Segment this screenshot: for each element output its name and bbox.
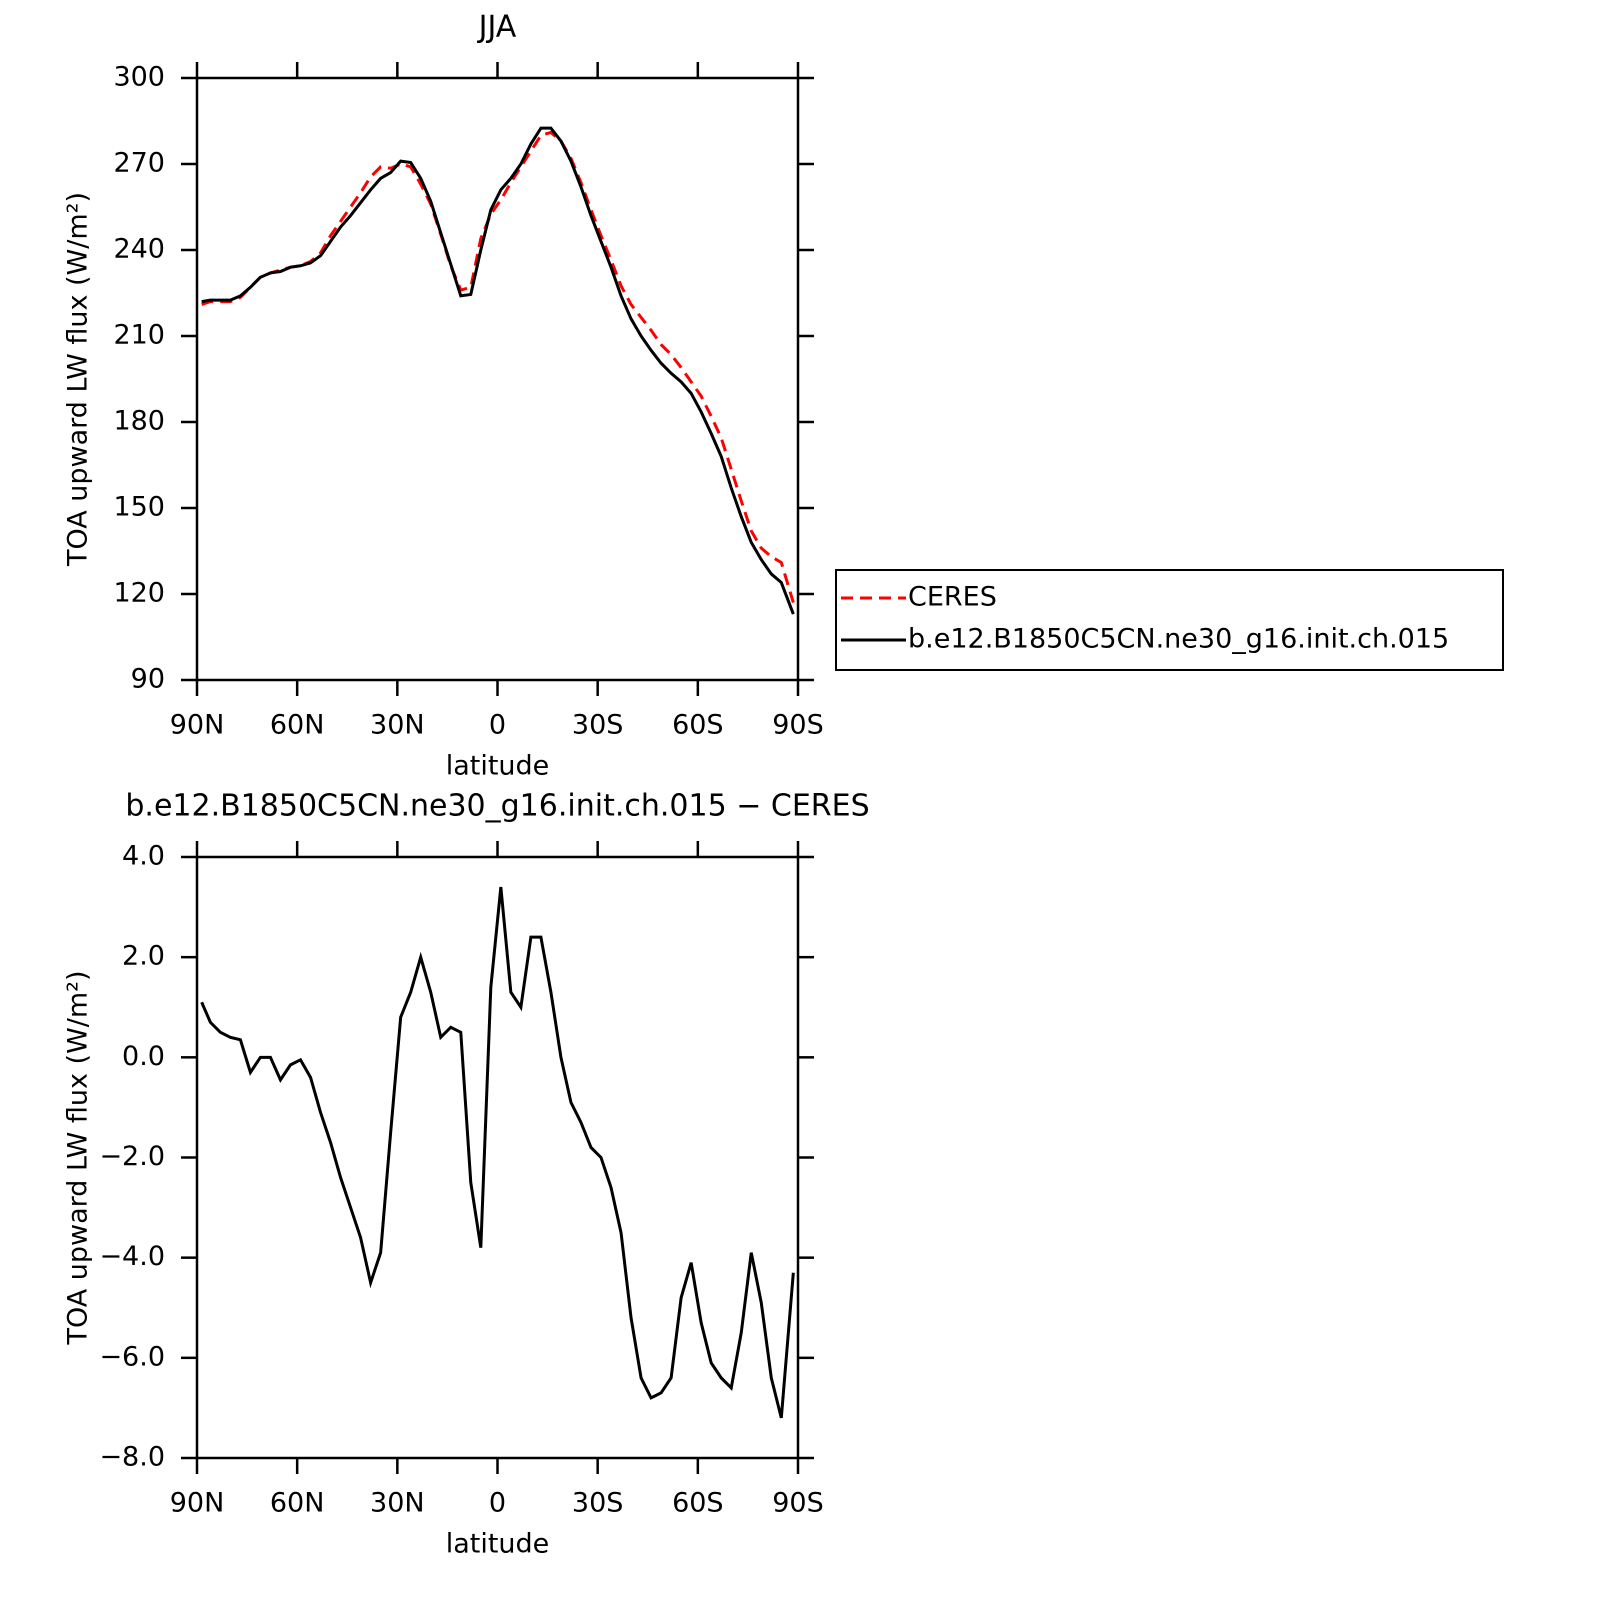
x-tick-label: 90S [772,710,824,741]
y-tick-label: 210 [113,320,165,351]
y-tick-label: 120 [113,578,165,609]
plot-frame [195,76,800,682]
y-tick-label: 300 [113,62,165,93]
x-tick-label: 60N [270,1488,325,1519]
x-axis-label: latitude [446,751,550,782]
y-tick-label: −4.0 [99,1241,165,1272]
x-tick-label: 60N [270,710,325,741]
x-tick-label: 60S [672,710,724,741]
legend-label: CERES [908,582,997,613]
legend-label: b.e12.B1850C5CN.ne30_g16.init.ch.015 [908,624,1449,655]
y-axis-label: TOA upward LW flux (W/m²) [63,192,94,567]
y-tick-label: 180 [113,406,165,437]
y-tick-label: −6.0 [99,1341,165,1372]
x-tick-label: 30N [370,710,425,741]
y-tick-label: 2.0 [122,941,165,972]
x-tick-label: 60S [672,1488,724,1519]
data-line [200,886,795,1419]
y-axis-label: TOA upward LW flux (W/m²) [63,970,94,1345]
legend-box [835,569,1504,671]
x-axis-label: latitude [446,1529,550,1560]
x-tick-label: 90N [170,710,225,741]
y-tick-label: 90 [131,664,165,695]
data-line [201,130,795,604]
x-tick-label: 0 [489,710,506,741]
y-tick-label: −8.0 [99,1442,165,1473]
chart-title: JJA [477,10,517,45]
x-tick-label: 30S [572,1488,624,1519]
y-tick-label: 240 [113,234,165,265]
x-tick-label: 30S [572,710,624,741]
plot-frame [195,855,800,1460]
y-tick-label: 270 [113,148,165,179]
data-line [201,126,795,615]
chart-title: b.e12.B1850C5CN.ne30_g16.init.ch.015 − C… [125,789,869,824]
x-tick-label: 30N [370,1488,425,1519]
x-tick-label: 0 [489,1488,506,1519]
y-tick-label: 0.0 [122,1041,165,1072]
x-tick-label: 90S [772,1488,824,1519]
x-tick-label: 90N [170,1488,225,1519]
y-tick-label: 4.0 [122,841,165,872]
y-tick-label: 150 [113,492,165,523]
y-tick-label: −2.0 [99,1141,165,1172]
